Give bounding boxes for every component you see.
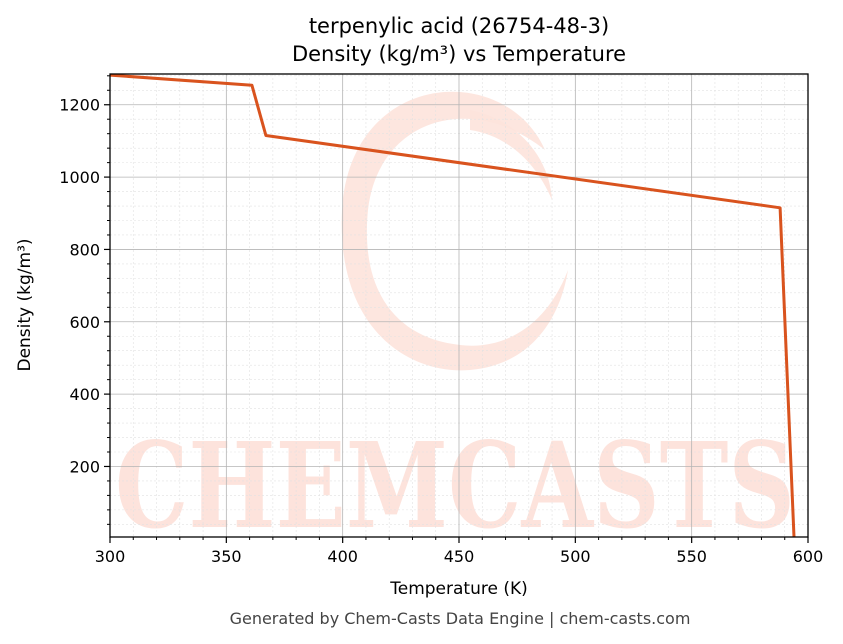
x-tick-label: 350 <box>211 547 242 566</box>
x-tick-label: 550 <box>676 547 707 566</box>
chemcasts-watermark: CHEMCASTS <box>115 91 795 555</box>
x-tick-label: 500 <box>560 547 591 566</box>
x-tick-label: 600 <box>793 547 824 566</box>
chart-title: terpenylic acid (26754-48-3) <box>309 14 609 38</box>
density-series-line <box>110 74 796 537</box>
x-tick-label: 450 <box>444 547 475 566</box>
major-grid <box>109 74 809 537</box>
footer-credit: Generated by Chem-Casts Data Engine | ch… <box>230 609 691 628</box>
x-tick-label: 300 <box>95 547 126 566</box>
y-tick-label: 1000 <box>59 168 100 187</box>
y-tick-label: 200 <box>69 457 100 476</box>
chart-subtitle: Density (kg/m³) vs Temperature <box>292 42 626 66</box>
watermark-swirl-inner <box>470 110 552 200</box>
y-tick-label: 800 <box>69 240 100 259</box>
y-tick-label: 600 <box>69 313 100 332</box>
series-layer <box>110 74 796 537</box>
x-axis-label: Temperature (K) <box>389 579 528 599</box>
y-tick-label: 400 <box>69 385 100 404</box>
watermark-text: CHEMCASTS <box>115 416 795 555</box>
axis-ticks: 300 350 400 450 500 550 600 200 400 600 800 1000 120… <box>59 75 824 566</box>
y-tick-label: 1200 <box>59 96 100 115</box>
x-tick-label: 400 <box>327 547 358 566</box>
y-axis-label: Density (kg/m³) <box>15 238 35 371</box>
